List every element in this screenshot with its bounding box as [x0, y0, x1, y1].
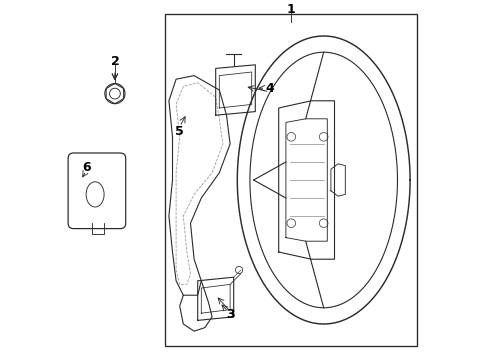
- Text: 4: 4: [265, 82, 273, 95]
- Text: 6: 6: [81, 161, 90, 174]
- Text: 2: 2: [110, 55, 119, 68]
- Text: 1: 1: [286, 3, 295, 15]
- Text: 3: 3: [225, 309, 234, 321]
- Text: 5: 5: [175, 125, 183, 138]
